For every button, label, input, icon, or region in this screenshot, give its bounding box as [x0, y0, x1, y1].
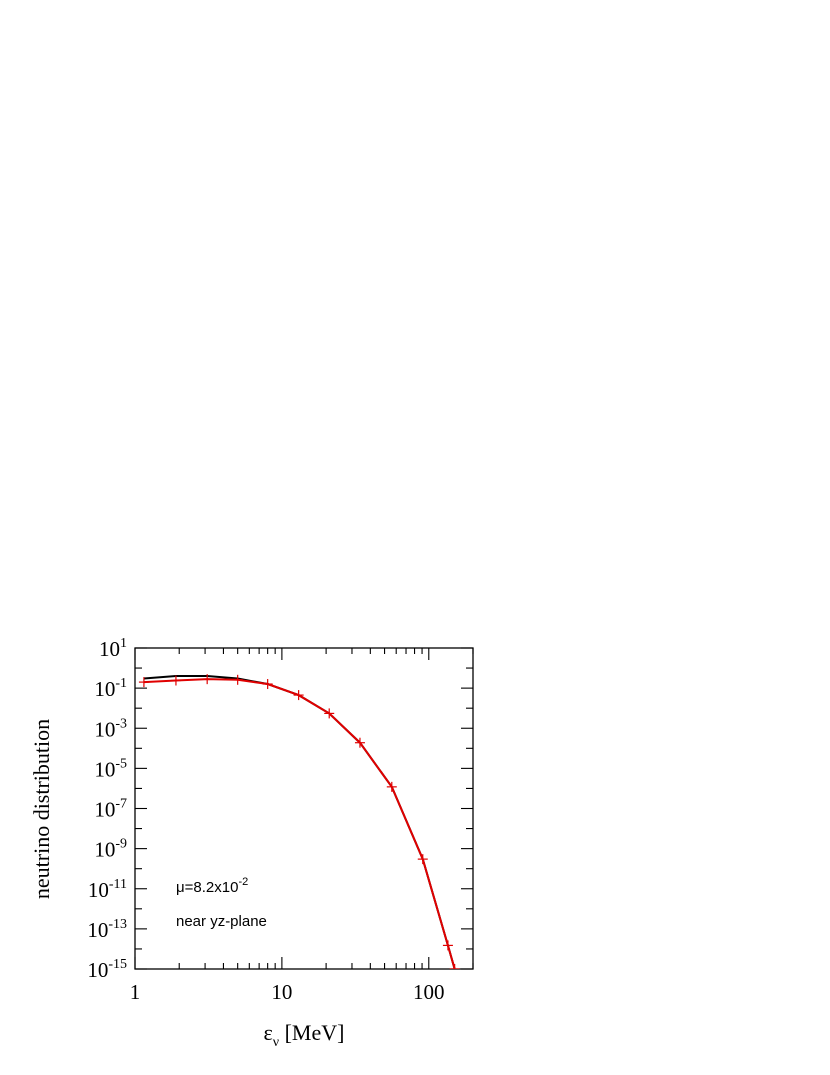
- annotation-plane: near yz-plane: [176, 913, 267, 930]
- y-tick-exponent: -7: [115, 797, 127, 812]
- data-point-marker: [354, 737, 365, 748]
- y-tick-label: 10-13: [87, 917, 127, 942]
- x-tick-label: 1: [130, 980, 141, 1004]
- y-tick-base: 10: [94, 757, 115, 781]
- data-point-marker: [417, 854, 428, 865]
- data-point-marker: [386, 781, 397, 792]
- series-layer: [138, 674, 460, 969]
- data-point-marker: [324, 708, 335, 719]
- y-tick-label: 10-11: [88, 877, 127, 902]
- y-tick-label: 10-5: [94, 756, 127, 781]
- y-tick-base: 10: [94, 677, 115, 701]
- x-axis-title-subscript: ν: [273, 1035, 279, 1050]
- y-tick-base: 10: [94, 717, 115, 741]
- y-tick-base: 10: [94, 798, 115, 822]
- y-tick-base: 10: [99, 637, 120, 661]
- x-axis-title: εν [MeV]: [264, 1020, 345, 1050]
- data-point-marker: [138, 677, 149, 688]
- axis-ticks: [134, 647, 474, 970]
- y-tick-label: 10-7: [94, 797, 127, 822]
- y-tick-exponent: -11: [109, 877, 127, 892]
- y-tick-label: 10-1: [94, 676, 127, 701]
- annotation-mu: μ=8.2x10-2: [176, 876, 248, 896]
- y-tick-exponent: -15: [108, 957, 127, 972]
- x-axis-title-units: [MeV]: [279, 1020, 344, 1045]
- y-tick-exponent: -13: [108, 917, 127, 932]
- y-tick-exponent: -3: [115, 716, 127, 731]
- tick-labels: 1 10 10010110-110-310-510-710-910-1110-131…: [87, 636, 444, 1004]
- y-tick-label: 101: [99, 636, 127, 661]
- y-tick-exponent: -1: [115, 676, 127, 691]
- data-point-marker: [202, 674, 213, 685]
- y-axis-title: neutrino distribution: [29, 719, 54, 899]
- y-tick-base: 10: [88, 878, 109, 902]
- y-tick-exponent: -9: [115, 837, 127, 852]
- x-tick-label: 100: [413, 980, 445, 1004]
- data-point-marker: [293, 690, 304, 701]
- y-tick-label: 10-3: [94, 716, 127, 741]
- data-point-marker: [442, 940, 453, 951]
- x-axis-title-symbol: ε: [264, 1020, 273, 1045]
- y-tick-base: 10: [94, 838, 115, 862]
- data-point-marker: [170, 675, 181, 686]
- x-tick-label: 10: [271, 980, 292, 1004]
- y-tick-exponent: -5: [115, 756, 127, 771]
- y-tick-exponent: 1: [120, 636, 127, 651]
- data-point-marker: [262, 679, 273, 690]
- y-tick-label: 10-9: [94, 837, 127, 862]
- y-tick-label: 10-15: [87, 957, 127, 982]
- data-point-marker: [232, 674, 243, 685]
- y-tick-base: 10: [87, 958, 108, 982]
- data-point-marker: [449, 964, 460, 969]
- y-tick-base: 10: [87, 918, 108, 942]
- series-line-1: [143, 678, 456, 969]
